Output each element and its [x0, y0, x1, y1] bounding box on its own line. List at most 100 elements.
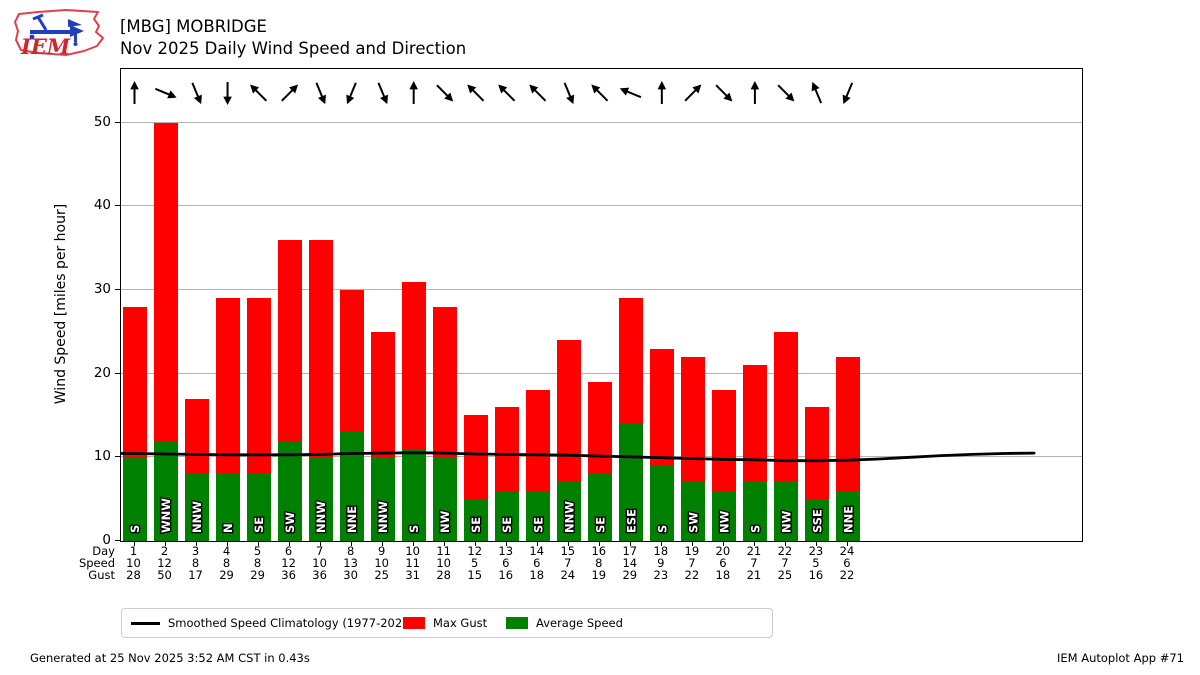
gust-value-day-24: 22	[839, 568, 855, 582]
legend-label-max-gust: Max Gust	[433, 616, 488, 630]
average-speed-bar-day-13	[494, 490, 519, 541]
wind-arrow-icon-day-2	[154, 87, 177, 99]
average-speed-bar-day-5	[246, 474, 271, 541]
speed-value-day-3: 8	[191, 556, 200, 570]
day-value-day-7: 7	[315, 544, 324, 558]
day-value-day-10: 10	[405, 544, 420, 558]
legend-label-climatology: Smoothed Speed Climatology (1977-2025)	[168, 616, 414, 630]
wind-arrow-icon-day-22	[777, 84, 795, 102]
iem-logo-text: IEM	[20, 34, 71, 59]
y-tick-30	[115, 288, 120, 290]
direction-label-day-24: NNE	[841, 506, 855, 533]
station-title: [MBG] MOBRIDGE	[120, 17, 267, 36]
average-speed-bar-day-3	[184, 474, 209, 541]
climatology-line	[121, 451, 1036, 463]
average-speed-bar-day-18	[649, 465, 674, 541]
direction-label-day-3: NNW	[190, 501, 204, 533]
day-value-day-23: 23	[808, 544, 824, 558]
climatology-line-swatch	[131, 622, 160, 625]
x-tick-day-9	[381, 541, 383, 546]
gust-value-day-18: 23	[653, 568, 669, 582]
speed-value-day-9: 10	[374, 556, 389, 570]
average-speed-bar-day-20	[711, 490, 736, 541]
direction-label-day-7: NNW	[314, 501, 328, 533]
plot-overlay: S WNW NNW N SE SW NNW NNE NNW S NW SE SE SE NNW SE ESE S S…	[121, 81, 1036, 534]
speed-value-day-20: 6	[719, 556, 727, 570]
wind-arrow-icon-day-4	[223, 82, 232, 105]
generated-timestamp: Generated at 25 Nov 2025 3:52 AM CST in …	[30, 651, 310, 665]
gust-value-day-1: 28	[126, 568, 141, 582]
x-tick-day-18	[660, 541, 662, 546]
speed-value-day-17: 14	[622, 556, 638, 570]
direction-label-day-11: NW	[438, 510, 452, 533]
x-tick-day-21	[753, 541, 755, 546]
gridline-50	[121, 121, 1082, 123]
x-tick-day-5	[257, 541, 259, 546]
speed-value-day-5: 8	[253, 556, 262, 570]
wind-arrow-icon-day-16	[591, 84, 609, 102]
day-value-day-15: 15	[560, 544, 576, 558]
gust-value-day-11: 28	[436, 568, 451, 582]
y-tick-10	[115, 456, 120, 458]
day-value-day-16: 16	[591, 544, 607, 558]
day-value-day-12: 12	[467, 544, 483, 558]
iem-logo: IEM	[14, 9, 104, 59]
day-value-day-3: 3	[191, 544, 200, 558]
wind-arrow-icon-day-7	[315, 82, 326, 105]
average-speed-bar-day-10	[401, 448, 426, 541]
speed-value-day-22: 7	[781, 556, 789, 570]
average-speed-bar-day-21	[742, 482, 767, 541]
direction-label-day-4: N	[221, 523, 235, 533]
speed-value-day-6: 12	[281, 556, 296, 570]
speed-value-day-7: 10	[312, 556, 327, 570]
speed-value-day-14: 6	[533, 556, 541, 570]
direction-label-day-13: SE	[500, 517, 514, 533]
average-speed-bar-day-11	[432, 457, 457, 541]
speed-value-day-18: 9	[657, 556, 665, 570]
direction-label-day-2: WNW	[159, 498, 173, 533]
plot-area: S WNW NNW N SE SW NNW NNE NNW S NW SE SE SE NNW SE ESE S S…	[120, 68, 1083, 542]
speed-value-day-1: 10	[126, 556, 141, 570]
gust-value-day-2: 50	[157, 568, 172, 582]
y-tick-label-10: 10	[93, 448, 111, 465]
gust-value-day-17: 29	[622, 568, 638, 582]
x-tick-day-24	[846, 541, 848, 546]
x-tick-day-17	[629, 541, 631, 546]
gust-value-day-14: 18	[529, 568, 545, 582]
average-speed-bar-day-1	[122, 457, 147, 541]
y-tick-20	[115, 372, 120, 374]
day-value-day-6: 6	[284, 544, 293, 558]
direction-label-day-15: NNW	[562, 501, 576, 533]
gust-value-day-16: 19	[591, 568, 607, 582]
x-tick-day-1	[133, 541, 135, 546]
x-tick-day-20	[722, 541, 724, 546]
x-tick-day-10	[412, 541, 414, 546]
gust-value-day-15: 24	[560, 568, 576, 582]
day-value-day-2: 2	[160, 544, 169, 558]
average-speed-bar-day-23	[804, 499, 829, 541]
gridline-40	[121, 205, 1082, 207]
y-tick-label-40: 40	[93, 197, 111, 214]
y-tick-label-50: 50	[93, 113, 111, 130]
wind-arrow-icon-day-23	[811, 81, 823, 104]
direction-label-day-21: S	[748, 525, 762, 533]
gust-value-day-9: 25	[374, 568, 389, 582]
wind-arrow-icon-day-3	[191, 82, 202, 105]
direction-label-day-5: SE	[252, 517, 266, 533]
day-value-day-17: 17	[622, 544, 638, 558]
day-value-day-5: 5	[253, 544, 262, 558]
gust-value-day-19: 22	[684, 568, 700, 582]
day-value-day-11: 11	[436, 544, 451, 558]
average-speed-bar-day-8	[339, 432, 364, 541]
average-speed-bar-day-19	[680, 482, 705, 541]
average-speed-bar-day-4	[215, 474, 240, 541]
x-tick-day-15	[567, 541, 569, 546]
wind-arrow-icon-day-24	[842, 82, 854, 105]
x-tick-day-2	[164, 541, 166, 546]
y-tick-50	[115, 121, 120, 123]
speed-value-day-23: 5	[812, 556, 820, 570]
gust-value-day-20: 18	[715, 568, 731, 582]
speed-value-day-10: 11	[405, 556, 420, 570]
x-tick-day-4	[226, 541, 228, 546]
wind-arrow-icon-day-1	[130, 81, 139, 104]
